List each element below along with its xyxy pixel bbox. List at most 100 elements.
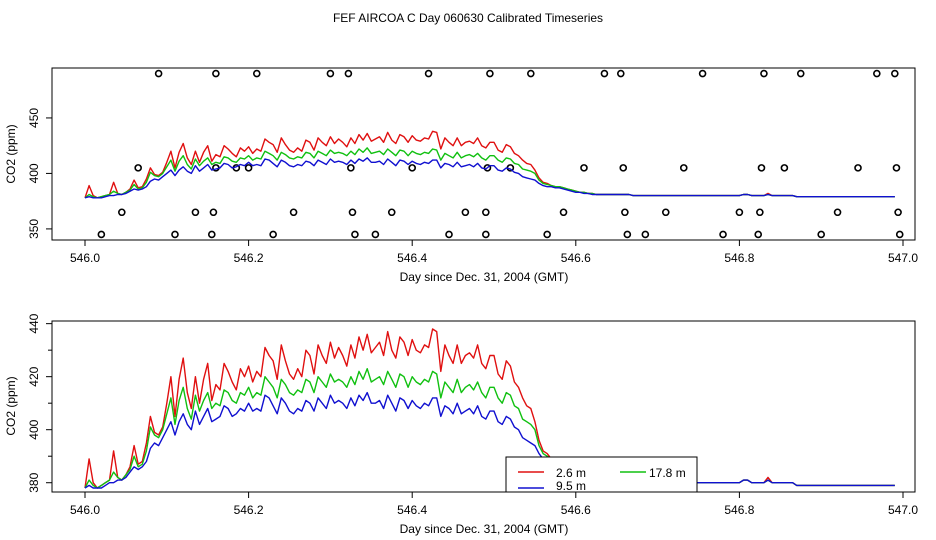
valve-markers	[97, 69, 904, 239]
x-tick-label: 546.8	[724, 251, 754, 265]
x-tick-label: 546.0	[70, 251, 100, 265]
valve-marker-point	[600, 69, 609, 78]
top-series-lines	[84, 130, 895, 199]
valve-marker-point	[619, 164, 628, 172]
valve-marker-point	[833, 208, 842, 217]
valve-marker-point	[616, 69, 625, 78]
valve-marker-point	[347, 164, 355, 172]
legend-label-17-8m: 17.8 m	[649, 466, 686, 480]
valve-marker-point	[483, 164, 492, 172]
y-tick-label: 400	[27, 419, 41, 439]
bottom-y-axis: 380 400 420 440	[27, 313, 52, 493]
valve-marker-point	[209, 208, 218, 217]
valve-marker-point	[756, 208, 764, 217]
bottom-plot: 546.0 546.2 546.4 546.6 546.8 547.0 380 400 420…	[4, 313, 918, 536]
series-line-blue	[84, 391, 895, 489]
valve-marker-point	[482, 230, 490, 239]
bottom-y-axis-label: CO2 (ppm)	[4, 376, 18, 435]
x-tick-label: 546.4	[397, 251, 427, 265]
valve-marker-point	[289, 208, 298, 217]
top-y-axis-label: CO2 (ppm)	[4, 124, 18, 183]
valve-marker-point	[482, 208, 490, 217]
valve-marker-point	[326, 69, 335, 78]
x-tick-label: 547.0	[888, 251, 918, 265]
x-tick-label: 546.2	[234, 251, 264, 265]
valve-marker-point	[641, 230, 650, 239]
x-tick-label: 546.6	[561, 503, 591, 517]
valve-marker-point	[735, 208, 744, 217]
valve-marker-point	[244, 164, 253, 172]
valve-marker-point	[817, 230, 826, 239]
valve-marker-point	[854, 164, 862, 172]
valve-marker-point	[348, 208, 357, 217]
valve-marker-point	[754, 230, 763, 239]
valve-marker-point	[269, 230, 277, 239]
valve-marker-point	[621, 208, 629, 217]
valve-marker-point	[97, 230, 106, 239]
y-tick-label: 440	[27, 313, 41, 333]
top-plot-frame	[51, 67, 916, 241]
valve-marker-point	[212, 69, 220, 78]
series-line-green	[84, 368, 895, 489]
valve-marker-point	[408, 164, 417, 172]
x-tick-label: 546.6	[561, 251, 591, 265]
legend-box	[505, 456, 698, 493]
valve-marker-point	[796, 69, 805, 78]
page-title: FEF AIRCOA C Day 060630 Calibrated Times…	[333, 11, 603, 25]
valve-marker-point	[894, 208, 902, 217]
valve-marker-point	[873, 69, 881, 78]
valve-marker-point	[661, 208, 670, 217]
valve-marker-point	[387, 208, 396, 217]
valve-marker-point	[154, 69, 163, 78]
y-tick-label: 400	[27, 163, 41, 183]
valve-marker-point	[543, 230, 551, 239]
series-line-green	[84, 147, 895, 199]
valve-marker-point	[757, 164, 766, 172]
valve-marker-point	[118, 208, 126, 217]
bottom-series-lines	[84, 328, 895, 489]
valve-marker-point	[171, 230, 179, 239]
valve-marker-point	[698, 69, 707, 78]
top-plot: 546.0 546.2 546.4 546.6 546.8 547.0 350 400 450…	[4, 67, 918, 284]
series-line-red	[84, 130, 895, 199]
top-x-axis-label: Day since Dec. 31, 2004 (GMT)	[400, 270, 569, 284]
x-tick-label: 546.8	[724, 503, 754, 517]
top-y-axis: 350 400 450	[27, 108, 52, 239]
legend-label-2-6m: 2.6 m	[556, 466, 586, 480]
y-tick-label: 350	[27, 219, 41, 239]
valve-marker-point	[679, 164, 688, 172]
valve-marker-point	[580, 164, 588, 172]
valve-marker-point	[623, 230, 632, 239]
series-line-blue	[84, 157, 895, 199]
legend-label-9-5m: 9.5 m	[556, 479, 586, 493]
valve-marker-point	[371, 230, 380, 239]
valve-marker-point	[559, 208, 568, 217]
x-tick-label: 546.2	[234, 503, 264, 517]
bottom-x-axis: 546.0 546.2 546.4 546.6 546.8 547.0	[70, 492, 918, 517]
valve-marker-point	[891, 69, 899, 78]
valve-marker-point	[207, 230, 216, 239]
series-line-red	[84, 328, 895, 489]
valve-marker-point	[719, 230, 727, 239]
valve-marker-point	[252, 69, 261, 78]
top-x-axis: 546.0 546.2 546.4 546.6 546.8 547.0	[70, 240, 918, 265]
valve-marker-point	[760, 69, 768, 78]
bottom-x-axis-label: Day since Dec. 31, 2004 (GMT)	[400, 522, 569, 536]
valve-marker-point	[461, 208, 470, 217]
x-tick-label: 546.0	[70, 503, 100, 517]
valve-marker-point	[445, 230, 453, 239]
valve-marker-point	[191, 208, 200, 217]
valve-marker-point	[344, 69, 353, 78]
valve-marker-point	[486, 69, 494, 78]
valve-marker-point	[780, 164, 789, 172]
y-tick-label: 420	[27, 366, 41, 386]
valve-marker-point	[351, 230, 359, 239]
y-tick-label: 380	[27, 472, 41, 492]
valve-marker-point	[424, 69, 433, 78]
valve-marker-point	[527, 69, 535, 78]
valve-marker-point	[134, 164, 142, 172]
valve-marker-point	[895, 230, 904, 239]
valve-marker-point	[892, 164, 901, 172]
x-tick-label: 546.4	[397, 503, 427, 517]
